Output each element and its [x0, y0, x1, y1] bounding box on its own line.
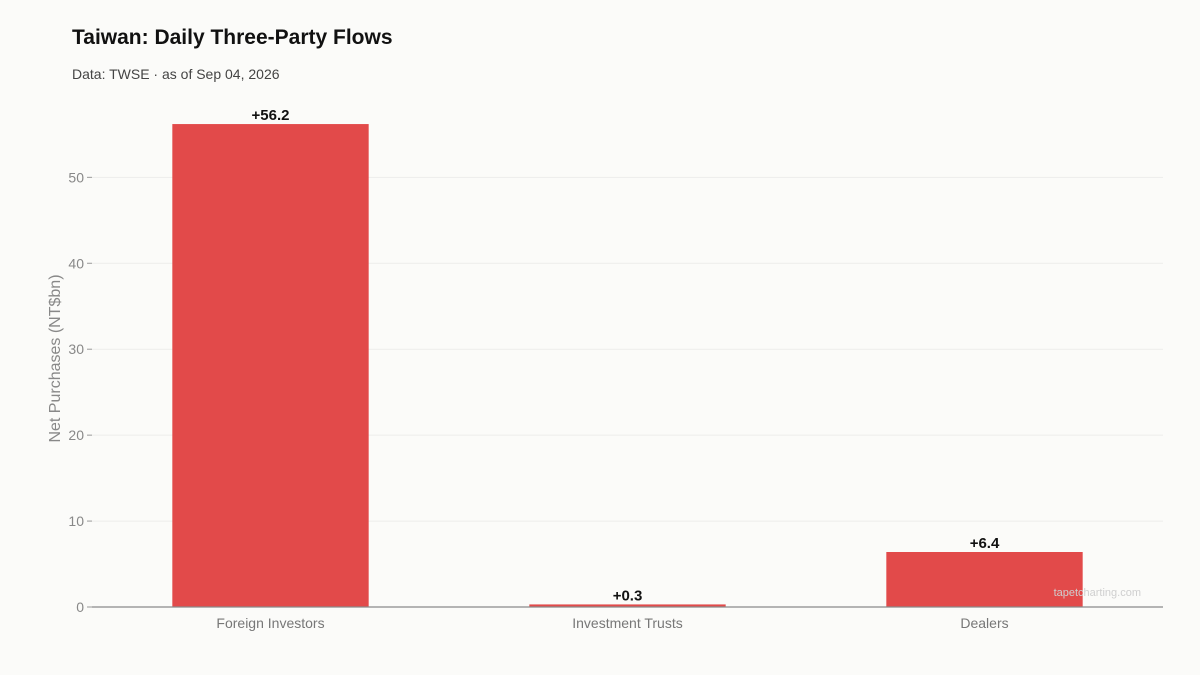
x-tick-label: Dealers: [960, 615, 1008, 631]
data-labels: +56.2 +0.3 +6.4: [252, 107, 1000, 604]
x-tick-label: Investment Trusts: [572, 615, 682, 631]
bar: [172, 124, 369, 607]
chart-title: Taiwan: Daily Three-Party Flows: [72, 26, 393, 49]
y-tick-label: 0: [76, 599, 84, 615]
y-tick-label: 30: [68, 341, 84, 357]
y-tick-label: 10: [68, 513, 84, 529]
bar-value-label: +0.3: [613, 587, 643, 604]
bar-value-label: +6.4: [970, 535, 1000, 552]
y-tick-label: 40: [68, 255, 84, 271]
chart-subtitle: Data: TWSE · as of Sep 04, 2026: [72, 66, 280, 82]
y-ticks: 0 10 20 30 40 50: [68, 169, 92, 615]
x-tick-labels: Foreign Investors Investment Trusts Dealer…: [216, 615, 1008, 631]
y-axis-label: Net Purchases (NT$bn): [47, 274, 64, 442]
y-tick-label: 50: [68, 169, 84, 185]
watermark: tapetcharting.com: [1054, 587, 1141, 599]
bar: [886, 552, 1083, 607]
y-tick-label: 20: [68, 427, 84, 443]
x-tick-label: Foreign Investors: [216, 615, 324, 631]
bar: [529, 604, 726, 607]
bars: [172, 124, 1083, 607]
bar-value-label: +56.2: [252, 107, 290, 124]
